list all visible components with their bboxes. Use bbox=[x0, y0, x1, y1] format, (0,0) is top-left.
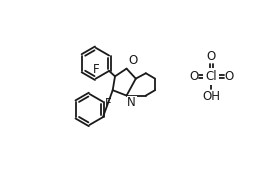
Text: O: O bbox=[129, 54, 138, 67]
Text: O: O bbox=[207, 50, 216, 63]
Text: O: O bbox=[189, 70, 198, 83]
Text: N: N bbox=[127, 96, 136, 109]
Text: F: F bbox=[92, 62, 99, 76]
Text: OH: OH bbox=[202, 90, 220, 103]
Text: Cl: Cl bbox=[206, 70, 217, 83]
Text: F: F bbox=[105, 97, 112, 110]
Text: O: O bbox=[224, 70, 234, 83]
